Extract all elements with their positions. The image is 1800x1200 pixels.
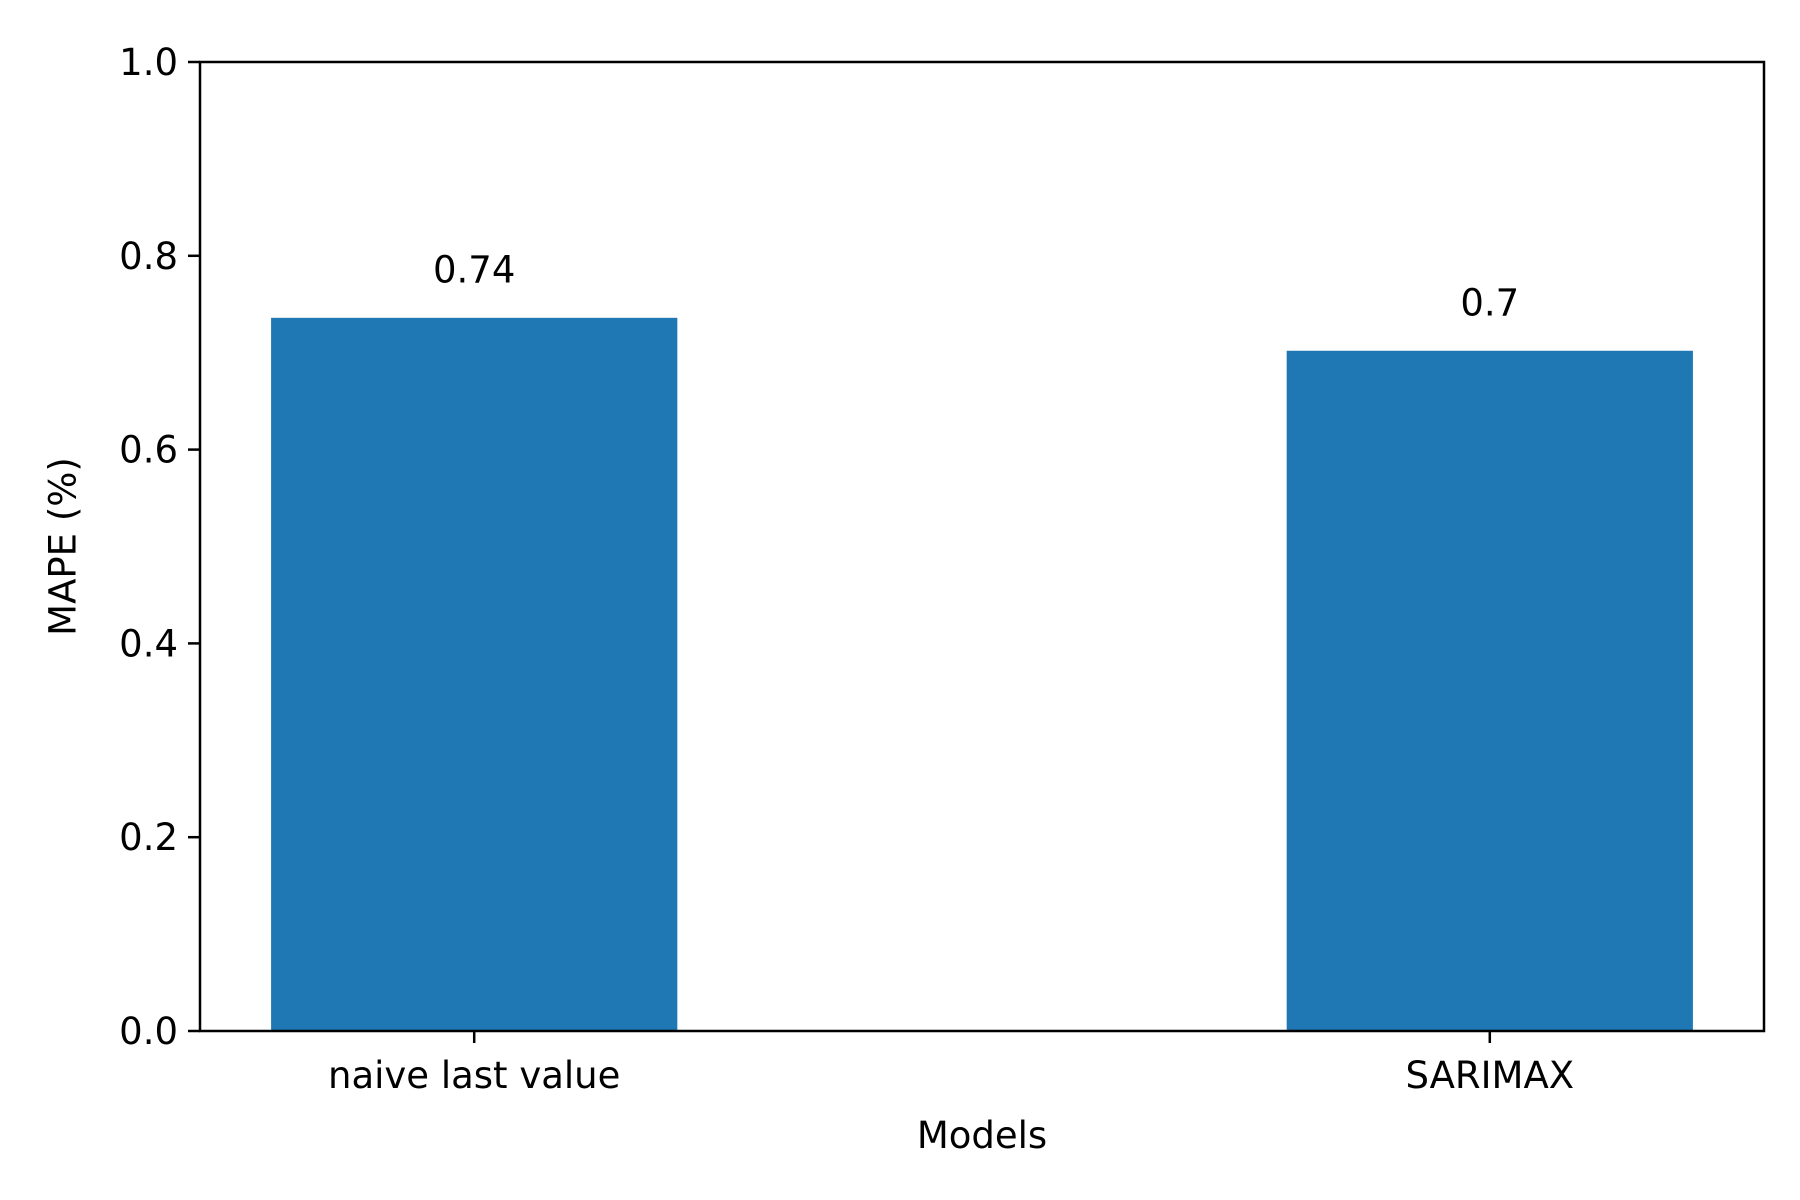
bar-value-label-0: 0.74 [433,248,515,291]
y-tick-label-4: 0.8 [119,235,178,278]
bar-1 [1286,350,1693,1032]
bar-value-labels: 0.74 0.7 [433,248,1519,324]
plot-area-frame [198,60,1766,1033]
y-axis-ticks: 0.0 0.2 0.4 0.6 0.8 1.0 [119,41,200,1053]
bars [271,317,1693,1032]
y-axis-label: MAPE (%) [42,457,85,636]
y-tick-label-1: 0.2 [119,816,178,859]
y-tick-label-5: 1.0 [119,41,178,84]
bar-0 [271,317,678,1031]
x-axis-ticks: naive last value SARIMAX [328,1031,1574,1097]
x-tick-label-0: naive last value [328,1054,620,1097]
y-tick-label-0: 0.0 [119,1010,178,1053]
bar-value-label-1: 0.7 [1460,281,1519,324]
y-tick-label-3: 0.6 [119,429,178,472]
y-tick-label-2: 0.4 [119,622,178,665]
x-tick-label-1: SARIMAX [1405,1054,1574,1097]
x-axis-label: Models [917,1114,1047,1157]
